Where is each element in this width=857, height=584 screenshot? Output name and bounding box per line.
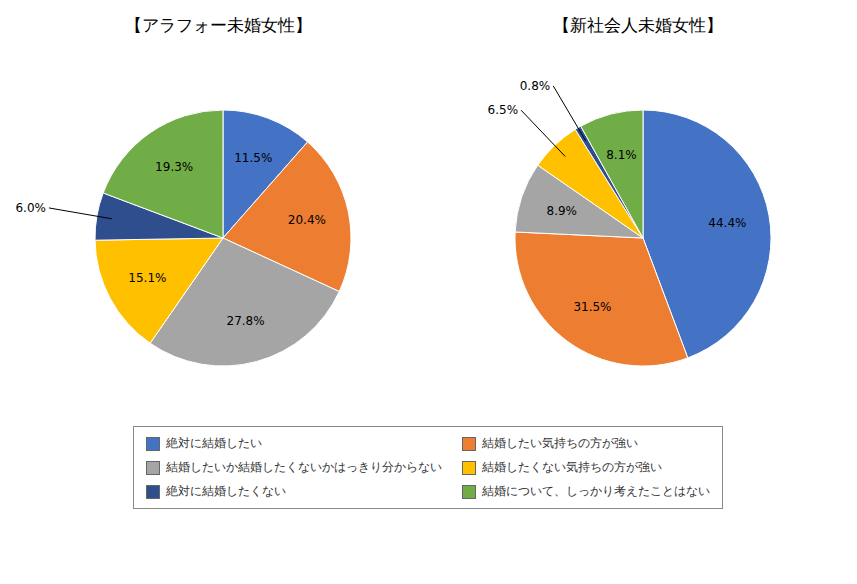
html-text:絶対に結婚したくない: 絶対に結婚したくない	[166, 484, 286, 498]
svg-text:20.4%: 20.4%	[288, 213, 326, 227]
svg-text:6.0%: 6.0%	[15, 201, 46, 215]
svg-text:15.1%: 15.1%	[128, 271, 166, 285]
svg-text:19.3%: 19.3%	[155, 160, 193, 174]
svg-text:44.4%: 44.4%	[708, 216, 746, 230]
html-text:絶対に結婚したい: 絶対に結婚したい	[166, 436, 262, 450]
svg-text:8.1%: 8.1%	[606, 148, 637, 162]
html-text:結婚したくない気持ちの方が強い: 結婚したくない気持ちの方が強い	[482, 460, 662, 474]
svg-text:8.9%: 8.9%	[547, 204, 578, 218]
html-text:【新社会人未婚女性】: 【新社会人未婚女性】	[553, 15, 723, 35]
svg-text:11.5%: 11.5%	[234, 151, 272, 165]
html-text:【アラフォー未婚女性】: 【アラフォー未婚女性】	[124, 15, 312, 35]
svg-text:6.5%: 6.5%	[488, 103, 519, 117]
html-text:結婚したいか結婚したくないかはっきり分からない: 結婚したいか結婚したくないかはっきり分からない	[166, 460, 442, 474]
svg-text:0.8%: 0.8%	[520, 79, 551, 93]
svg-text:27.8%: 27.8%	[227, 314, 265, 328]
html-text:結婚について、しっかり考えたことはない: 結婚について、しっかり考えたことはない	[482, 484, 710, 498]
html-text:結婚したい気持ちの方が強い: 結婚したい気持ちの方が強い	[482, 436, 638, 450]
svg-text:31.5%: 31.5%	[573, 300, 611, 314]
